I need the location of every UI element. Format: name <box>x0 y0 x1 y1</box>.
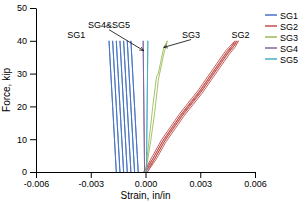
y-tick-mark <box>30 8 36 9</box>
y-tick: 10 <box>17 135 36 145</box>
legend-entry: SG1 <box>265 11 298 21</box>
legend-label: SG1 <box>280 11 298 21</box>
x-tick-label: -0.003 <box>78 179 104 189</box>
y-tick-mark <box>30 139 36 140</box>
x-tick: 0.006 <box>244 172 267 189</box>
legend-swatch <box>265 25 277 27</box>
y-tick: 50 <box>17 3 36 13</box>
x-tick-label: 0.006 <box>244 179 267 189</box>
legend: SG1SG2SG3SG4SG5 <box>265 11 298 65</box>
x-tick-mark <box>200 172 201 178</box>
legend-label: SG4 <box>280 44 298 54</box>
x-tick: -0.006 <box>24 172 50 189</box>
x-tick-label: 0.000 <box>135 179 158 189</box>
x-tick-mark <box>91 172 92 178</box>
legend-label: SG5 <box>280 55 298 65</box>
series-line <box>146 41 168 172</box>
y-tick: 30 <box>17 69 36 79</box>
lines <box>109 41 239 172</box>
y-axis: 0 10 20 30 40 50 <box>17 3 37 177</box>
series-line <box>144 41 239 172</box>
x-tick: 0.003 <box>189 172 212 189</box>
y-axis-title: Force, kip <box>1 68 12 112</box>
x-axis: -0.006 -0.003 0.000 0.003 0.006 <box>24 172 267 189</box>
y-tick-mark <box>30 172 36 173</box>
annotation: SG3 <box>182 30 200 40</box>
y-tick-label: 40 <box>17 36 27 46</box>
y-tick-mark <box>30 74 36 75</box>
annotation: SG4&SG5 <box>88 20 130 30</box>
x-tick-label: -0.006 <box>24 179 50 189</box>
legend-swatch <box>265 36 277 38</box>
series-line <box>143 41 144 172</box>
legend-swatch <box>265 58 277 60</box>
y-tick: 20 <box>17 102 36 112</box>
series-line <box>109 41 138 172</box>
legend-swatch <box>265 47 277 49</box>
annotation-arrow <box>109 30 144 51</box>
x-tick-mark <box>255 172 256 178</box>
legend-entry: SG2 <box>265 22 298 32</box>
legend-label: SG3 <box>280 33 298 43</box>
x-tick: -0.003 <box>78 172 104 189</box>
legend-entry: SG4 <box>265 44 298 54</box>
x-tick-mark <box>146 172 147 178</box>
y-tick-label: 10 <box>17 135 27 145</box>
annotation: SG2 <box>231 30 249 40</box>
y-tick-label: 20 <box>17 102 27 112</box>
y-tick: 0 <box>22 167 36 177</box>
y-tick: 40 <box>17 36 36 46</box>
x-tick-label: 0.003 <box>189 179 212 189</box>
legend-entry: SG3 <box>265 33 298 43</box>
y-tick-label: 30 <box>17 69 27 79</box>
legend-swatch <box>265 14 277 16</box>
y-tick-mark <box>30 106 36 107</box>
x-tick: 0.000 <box>135 172 158 189</box>
chart: -0.006 -0.003 0.000 0.003 0.006 0 10 20 30 40 50 SG… <box>0 0 305 202</box>
y-tick-mark <box>30 41 36 42</box>
y-tick-label: 0 <box>22 167 27 177</box>
annotation-arrow <box>164 40 191 48</box>
y-axis-line <box>36 9 37 173</box>
legend-label: SG2 <box>280 22 298 32</box>
x-axis-title: Strain, in/in <box>120 190 170 201</box>
legend-entry: SG5 <box>265 55 298 65</box>
x-tick-mark <box>36 172 37 178</box>
annotations: SG1SG4&SG5 SG3 SG2 <box>67 20 249 51</box>
plot: -0.006 -0.003 0.000 0.003 0.006 0 10 20 30 40 50 SG… <box>17 3 267 189</box>
series-line <box>146 41 147 172</box>
annotation: SG1 <box>67 30 85 40</box>
y-tick-label: 50 <box>17 3 27 13</box>
